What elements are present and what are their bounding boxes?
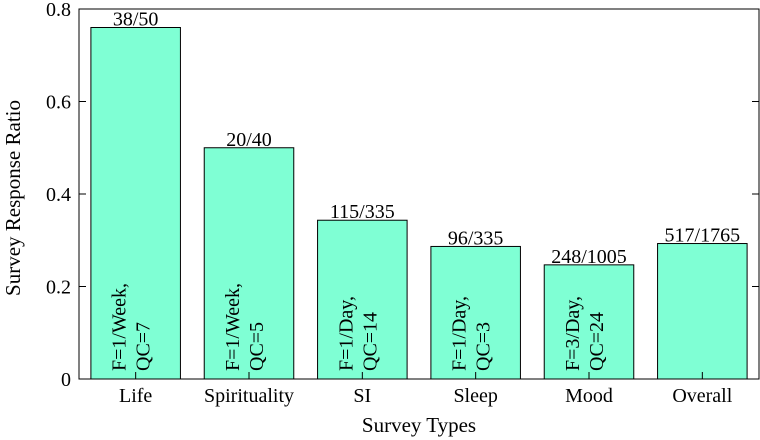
y-tick-label: 0.6 bbox=[46, 92, 71, 114]
bar-inner-label: QC=3 bbox=[473, 322, 495, 371]
y-tick-label: 0.2 bbox=[46, 277, 71, 299]
bar bbox=[543, 264, 635, 380]
bar-inner-label: F=1/Day, bbox=[449, 296, 471, 371]
bar-inner-label: F=1/Day, bbox=[335, 296, 357, 371]
data-label: 517/1765 bbox=[665, 225, 741, 247]
x-axis-title: Survey Types bbox=[362, 413, 476, 437]
plot-area bbox=[78, 8, 760, 380]
bar bbox=[203, 147, 295, 380]
bar bbox=[430, 245, 521, 380]
bar-inner-label: QC=5 bbox=[246, 322, 268, 371]
y-axis-title: Survey Response Ratio bbox=[1, 100, 25, 296]
bar bbox=[657, 243, 748, 380]
data-label: 38/50 bbox=[113, 9, 159, 31]
bar-inner-label: QC=24 bbox=[586, 312, 608, 371]
plot-border bbox=[78, 8, 760, 380]
bar-series: 38/50F=1/Week, QC=720/40F=1/Week, QC=5115/… bbox=[90, 9, 748, 380]
x-tick-label: Spirituality bbox=[204, 385, 294, 407]
x-tick-label: Overall bbox=[672, 385, 732, 407]
data-label: 115/335 bbox=[330, 201, 395, 223]
x-tick-label: SI bbox=[353, 385, 371, 407]
data-label: 96/335 bbox=[448, 227, 504, 249]
y-tick-label: 0.4 bbox=[46, 184, 71, 206]
x-tick-label: Mood bbox=[565, 385, 613, 407]
bar-inner-label: QC=7 bbox=[133, 322, 155, 371]
y-axis-ticks: 0 0.2 0.4 0.6 0.8 bbox=[46, 0, 759, 391]
bar-inner-label: F=1/Week, bbox=[222, 283, 244, 371]
bar bbox=[90, 27, 181, 380]
bar-inner-label: F=1/Week, bbox=[109, 283, 131, 371]
y-tick-label: 0.8 bbox=[46, 0, 71, 21]
y-tick-label: 0 bbox=[61, 369, 71, 391]
bar-inner-label: F=3/Day, bbox=[562, 296, 584, 371]
bar bbox=[317, 219, 408, 380]
data-label: 248/1005 bbox=[551, 246, 627, 268]
x-tick-label: Sleep bbox=[453, 385, 497, 407]
x-axis-ticks: Life Spirituality SI Sleep Mood Overall bbox=[119, 372, 733, 407]
x-tick-label: Life bbox=[119, 385, 152, 407]
data-label: 20/40 bbox=[226, 129, 272, 151]
bar-inner-label: QC=14 bbox=[359, 312, 381, 371]
